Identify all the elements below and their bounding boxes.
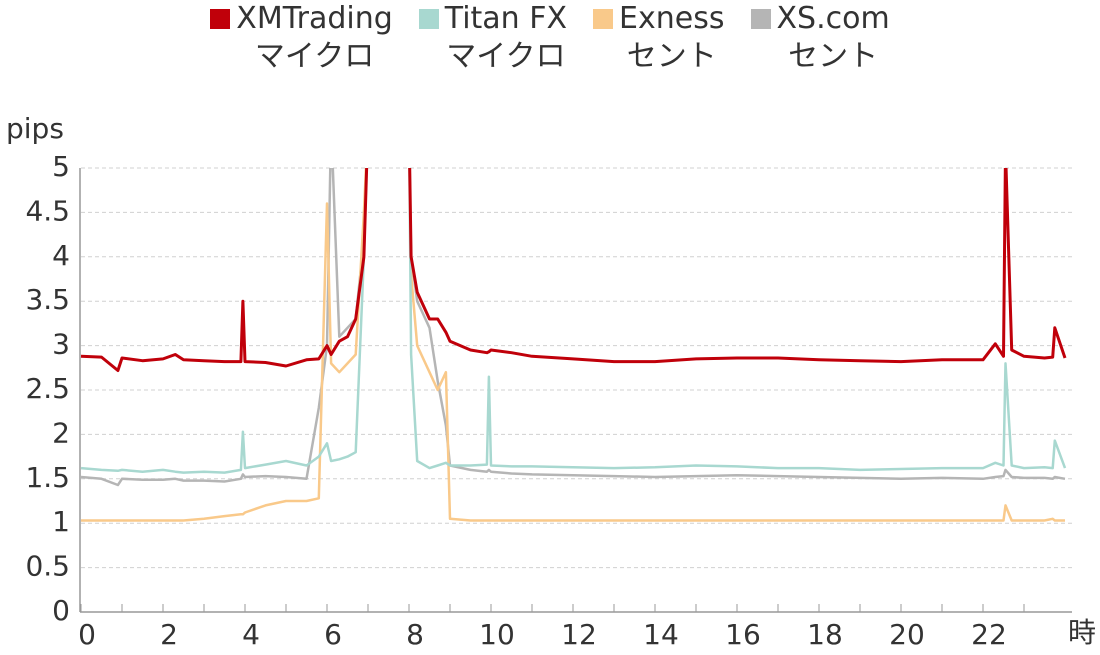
x-tick-label: 0 — [78, 618, 96, 651]
y-tick-label: 4 — [52, 239, 70, 272]
legend-item: XMTrading マイクロ — [210, 0, 393, 76]
x-axis-label: 時 — [1068, 616, 1096, 649]
x-tick-label: 20 — [889, 618, 925, 651]
x-tick-label: 8 — [406, 618, 424, 651]
x-tick-label: 18 — [807, 618, 843, 651]
y-tick-label: 2.5 — [25, 372, 70, 405]
x-tick-label: 14 — [643, 618, 679, 651]
legend-swatch — [750, 9, 771, 29]
y-tick-label: 1.5 — [25, 461, 70, 494]
legend: XMTrading マイクロ Titan FX マイクロ Exness セント XS.… — [0, 0, 1100, 76]
y-tick-label: 3.5 — [25, 283, 70, 316]
x-tick-label: 4 — [242, 618, 260, 651]
y-tick-label: 5 — [52, 150, 70, 183]
x-tick-label: 22 — [971, 618, 1007, 651]
y-tick-label: 0 — [52, 594, 70, 627]
legend-item: Exness セント — [593, 0, 725, 76]
series-line — [81, 168, 1065, 522]
x-tick-label: 6 — [324, 618, 342, 651]
x-tick-label: 12 — [561, 618, 597, 651]
series-line — [80, 168, 1066, 487]
y-tick-label: 0.5 — [25, 550, 70, 583]
legend-label: XS.com セント — [776, 1, 890, 74]
y-tick-label: 3 — [52, 328, 70, 361]
y-tick-label: 1 — [52, 505, 70, 538]
legend-swatch — [210, 9, 231, 29]
x-tick-label: 10 — [479, 618, 515, 651]
y-tick-label: 4.5 — [25, 194, 70, 227]
legend-item: XS.com セント — [750, 0, 890, 76]
legend-item: Titan FX マイクロ — [418, 0, 568, 76]
series-line — [80, 168, 1067, 372]
legend-label: XMTrading マイクロ — [236, 1, 393, 74]
legend-swatch — [593, 9, 614, 29]
legend-label: Titan FX マイクロ — [444, 1, 568, 74]
x-tick-label: 16 — [725, 618, 761, 651]
series-line — [80, 168, 1067, 474]
legend-label: Exness セント — [619, 1, 725, 74]
plot — [80, 168, 1067, 522]
legend-swatch — [418, 9, 439, 29]
y-tick-label: 2 — [52, 416, 70, 449]
y-axis-label: pips — [6, 112, 64, 145]
x-tick-label: 2 — [160, 618, 178, 651]
